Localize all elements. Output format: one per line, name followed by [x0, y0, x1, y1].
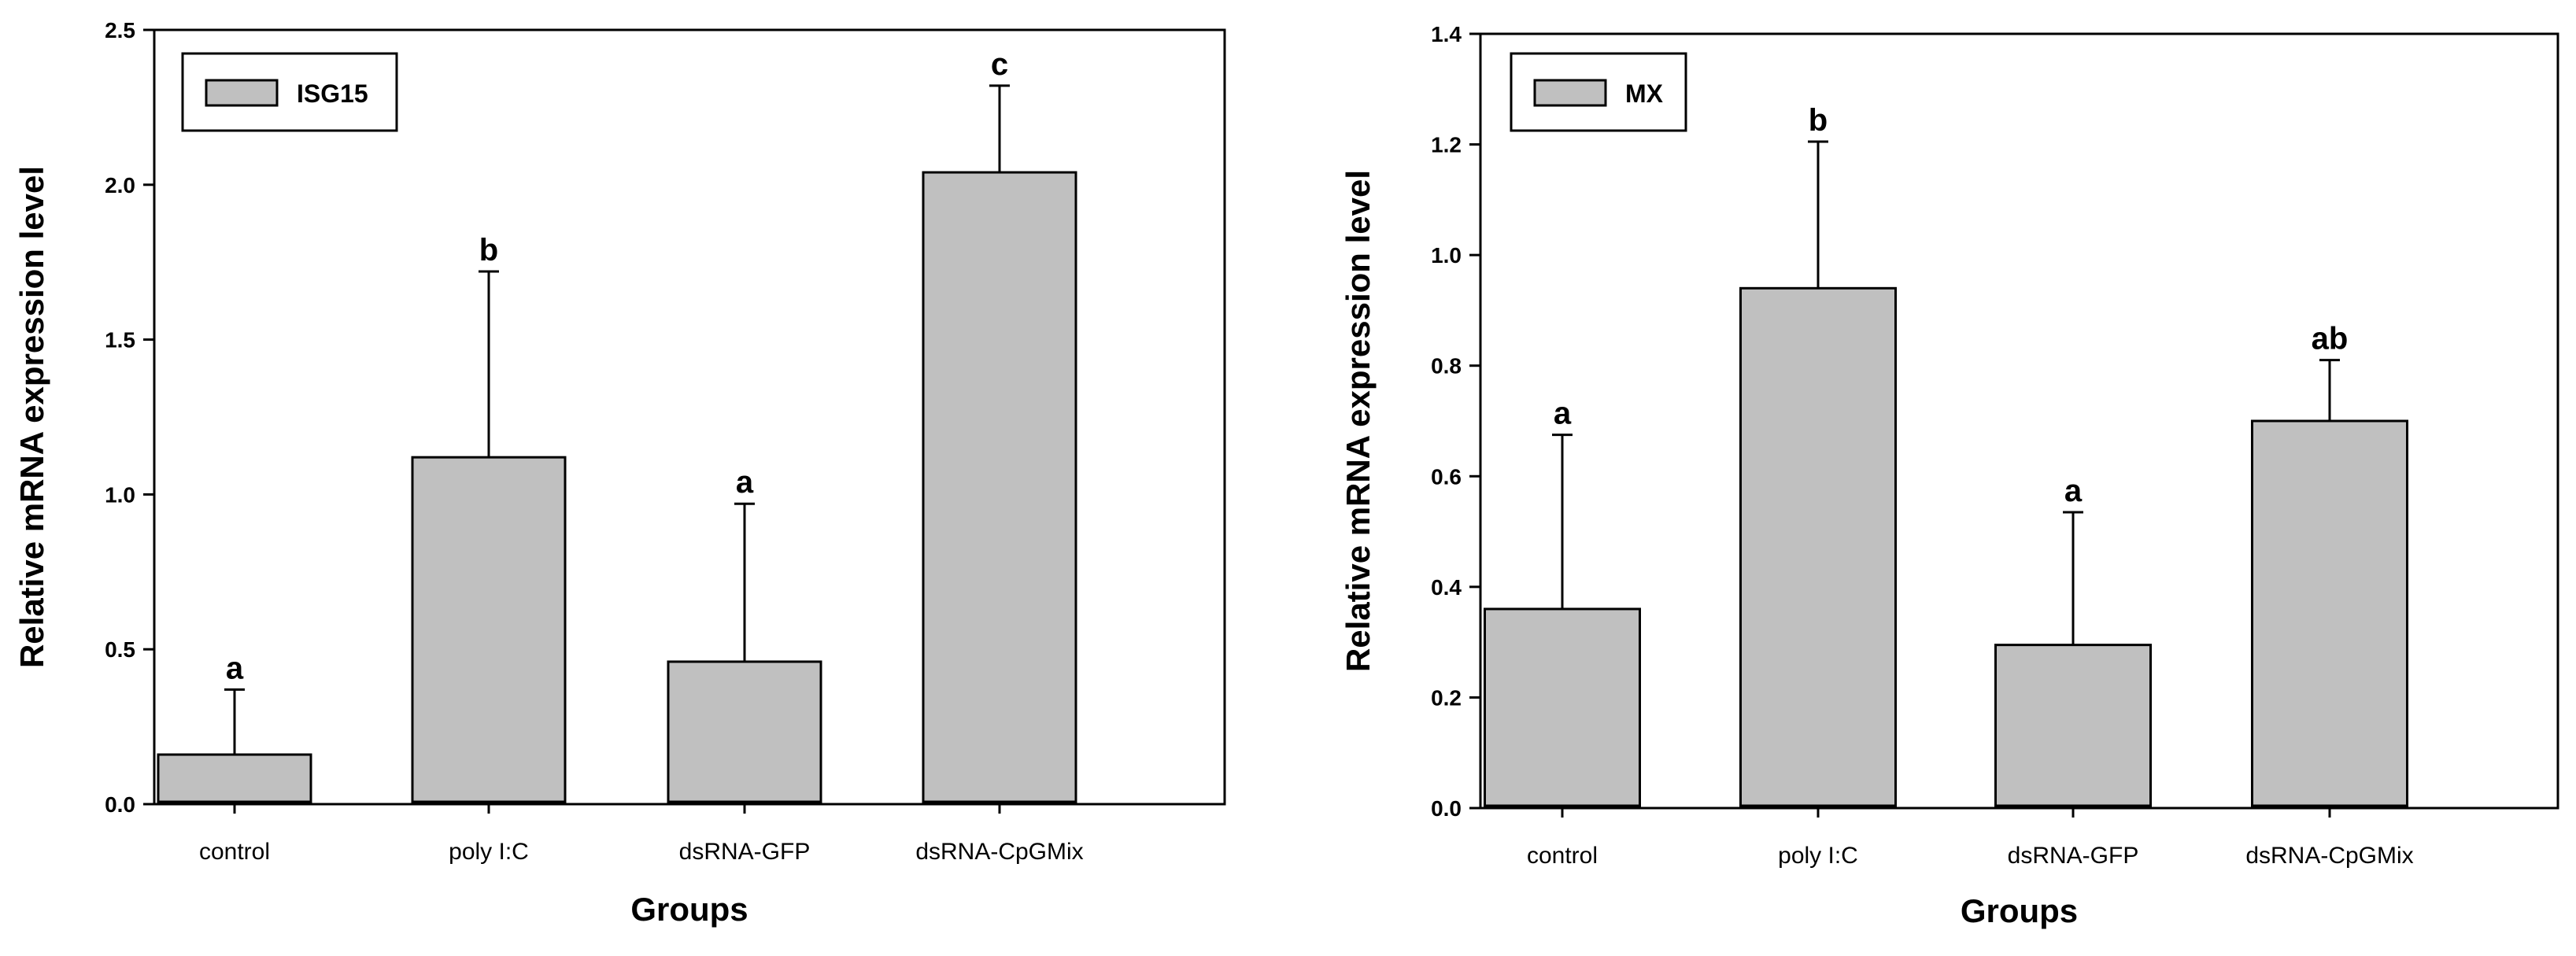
x-tick-label: control [1527, 843, 1598, 869]
y-axis-title: Relative mRNA expression level [1340, 170, 1377, 672]
y-tick-label: 2.0 [105, 173, 135, 197]
bar [922, 171, 1077, 806]
x-tick-label: poly I:C [449, 839, 529, 865]
x-tick-label: dsRNA-GFP [679, 839, 811, 865]
significance-label: a [736, 465, 754, 500]
bar [667, 660, 822, 806]
bar [1739, 286, 1897, 810]
y-tick-label: 0.2 [1431, 685, 1462, 710]
x-axis-title: Groups [630, 891, 748, 928]
legend-swatch [205, 79, 279, 107]
x-tick-label: poly I:C [1778, 843, 1858, 869]
y-axis-title: Relative mRNA expression level [13, 166, 50, 668]
y-tick-label: 1.0 [105, 482, 135, 507]
y-tick-label: 0.4 [1431, 575, 1462, 600]
bar [1994, 644, 2152, 810]
y-tick-label: 1.0 [1431, 243, 1462, 268]
significance-label: ab [2312, 322, 2349, 356]
x-tick-label: dsRNA-CpGMix [2245, 843, 2413, 869]
isg15-chart: 0.0 0.5 1.0 1.5 2.0 2.5 a control b poly I:C a dsRN… [13, 18, 1226, 928]
x-tick-label: dsRNA-CpGMix [915, 839, 1083, 865]
x-tick-label: control [199, 839, 270, 865]
bar [411, 456, 567, 806]
significance-label: b [479, 233, 498, 268]
bar [1484, 607, 1641, 810]
x-tick-label: dsRNA-GFP [2008, 843, 2139, 869]
y-tick-label: 1.5 [105, 328, 135, 353]
y-tick-label: 0.0 [105, 792, 135, 817]
x-axis-title: Groups [1961, 892, 2078, 929]
bar [157, 753, 312, 806]
legend-swatch [1533, 79, 1607, 107]
mx-chart: 0.0 0.2 0.4 0.6 0.8 1.0 1.2 1.4 a control b poly I:… [1340, 22, 2559, 929]
legend-label: ISG15 [297, 79, 368, 108]
bar [2251, 419, 2408, 810]
y-tick-label: 0.5 [105, 637, 135, 662]
significance-label: a [226, 651, 244, 685]
significance-label: b [1809, 103, 1828, 138]
legend-label: MX [1625, 79, 1664, 108]
significance-label: c [991, 47, 1008, 82]
y-tick-label: 0.8 [1431, 354, 1462, 378]
y-tick-label: 0.0 [1431, 796, 1462, 821]
y-tick-label: 0.6 [1431, 464, 1462, 489]
significance-label: a [1554, 397, 1572, 431]
y-tick-label: 1.2 [1431, 133, 1462, 157]
y-tick-label: 1.4 [1431, 22, 1462, 46]
significance-label: a [2064, 474, 2083, 508]
y-tick-label: 2.5 [105, 18, 135, 42]
